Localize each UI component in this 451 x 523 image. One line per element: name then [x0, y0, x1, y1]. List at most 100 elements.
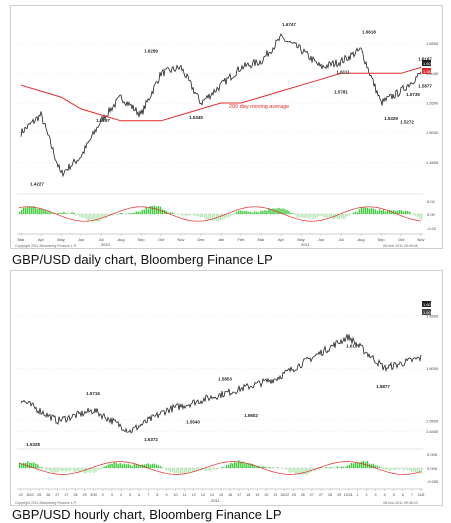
osc-bar: [155, 206, 158, 214]
osc-bar: [123, 463, 125, 468]
x-tick-label: 5: [393, 493, 395, 497]
osc-bar: [91, 468, 93, 472]
osc-bar: [290, 468, 292, 473]
osc-bar: [222, 466, 224, 468]
osc-bar: [21, 209, 23, 214]
osc-bar: [300, 214, 302, 218]
daily-year-2: 2011: [301, 242, 310, 247]
price-annotation: 1.6747: [282, 22, 296, 27]
x-tick-label: 5: [129, 493, 131, 497]
x-tick-label: 29: [337, 493, 341, 497]
osc-bar: [99, 468, 101, 470]
osc-bar: [113, 214, 115, 215]
osc-bar: [185, 214, 188, 216]
osc-bar: [109, 214, 111, 215]
osc-bar: [350, 462, 353, 468]
hourly-gridlines: [17, 315, 421, 432]
hourly-chart-panel: 1.5328 1.5716 1.5372 1.5540 1.5853 1.5602 1.61…: [10, 270, 443, 506]
osc-bar: [378, 466, 381, 468]
osc-bar: [207, 468, 210, 471]
osc-bar: [354, 211, 357, 214]
osc-bar: [234, 213, 236, 214]
y-tick-label: 1.5400: [426, 429, 439, 434]
osc-bar: [179, 214, 182, 215]
osc-bar: [107, 464, 109, 468]
osc-bar: [205, 468, 208, 472]
osc-bar: [51, 213, 53, 214]
daily-osc-tick-1: 0.02: [427, 199, 436, 204]
x-tick-label: 4: [120, 493, 122, 497]
osc-bar: [103, 466, 105, 468]
osc-bar: [388, 209, 391, 214]
osc-bar: [187, 214, 190, 216]
hourly-last-price-box: [422, 301, 431, 307]
osc-bar: [238, 210, 240, 214]
osc-bar: [398, 468, 401, 470]
x-tick-label: Jun: [78, 237, 84, 242]
daily-oscillator-area: 0.02 0.00 -0.02: [17, 193, 437, 231]
daily-year-1: 2010: [101, 242, 111, 247]
hourly-chart-svg: 1.5328 1.5716 1.5372 1.5540 1.5853 1.5602 1.61…: [15, 301, 439, 505]
osc-bar: [143, 209, 146, 214]
osc-bar: [320, 214, 322, 217]
osc-bar: [63, 468, 65, 471]
daily-last-ma-box: [422, 68, 431, 74]
osc-bar: [234, 461, 236, 468]
hourly-year: 2011: [211, 498, 220, 503]
osc-bar: [244, 463, 246, 468]
osc-bar: [400, 210, 403, 214]
osc-bar: [416, 214, 419, 218]
osc-bar: [240, 461, 242, 468]
osc-bar: [65, 468, 67, 473]
osc-bar: [374, 209, 377, 214]
osc-bar: [372, 208, 375, 214]
x-tick-label: Aug: [117, 237, 124, 242]
osc-bar: [153, 463, 156, 468]
osc-bar: [232, 214, 234, 216]
x-tick-label: 3: [375, 493, 377, 497]
x-tick-label: 27: [319, 493, 323, 497]
osc-bar: [232, 463, 234, 468]
osc-bar: [224, 214, 226, 219]
osc-bar: [97, 468, 99, 470]
osc-bar: [165, 468, 168, 472]
osc-bar: [105, 465, 107, 468]
osc-bar: [181, 214, 184, 217]
osc-bar: [274, 208, 276, 214]
osc-bar: [228, 214, 230, 218]
osc-bar: [228, 464, 230, 468]
osc-bar: [25, 207, 27, 214]
osc-bar: [368, 208, 371, 214]
osc-bar: [402, 468, 405, 471]
hourly-osc-line: [18, 461, 422, 475]
osc-bar: [81, 468, 83, 472]
x-tick-label: 27: [310, 493, 314, 497]
price-annotation: 1.6167: [346, 344, 360, 349]
osc-bar: [111, 214, 113, 216]
x-tick-label: 4: [384, 493, 386, 497]
osc-bar: [332, 468, 334, 469]
osc-bar: [53, 468, 55, 474]
hourly-osc-tick-3: -0.005: [427, 479, 439, 484]
osc-bar: [340, 214, 342, 218]
osc-bar: [408, 211, 411, 214]
osc-bar: [133, 212, 135, 214]
osc-bar: [222, 214, 224, 220]
osc-bar: [147, 208, 150, 214]
osc-bar: [292, 213, 294, 214]
x-tick-label: 10: [174, 493, 178, 497]
osc-bar: [336, 214, 338, 219]
y-tick-label: 1.6000: [426, 71, 439, 76]
x-tick-label: Apr: [38, 237, 45, 242]
osc-bar: [421, 468, 423, 474]
osc-bar: [242, 461, 244, 468]
osc-bar: [209, 214, 212, 221]
x-tick-label: Nov: [177, 237, 184, 242]
daily-x-ticks: Mar Apr May Jun Jul Aug Sep Oct Nov Dec Jan Feb Mar A…: [18, 234, 425, 242]
osc-bar: [183, 468, 186, 475]
osc-bar: [59, 212, 61, 214]
osc-bar: [412, 214, 415, 216]
osc-bar: [356, 462, 359, 468]
osc-bar: [91, 214, 93, 223]
osc-bar: [57, 468, 59, 473]
